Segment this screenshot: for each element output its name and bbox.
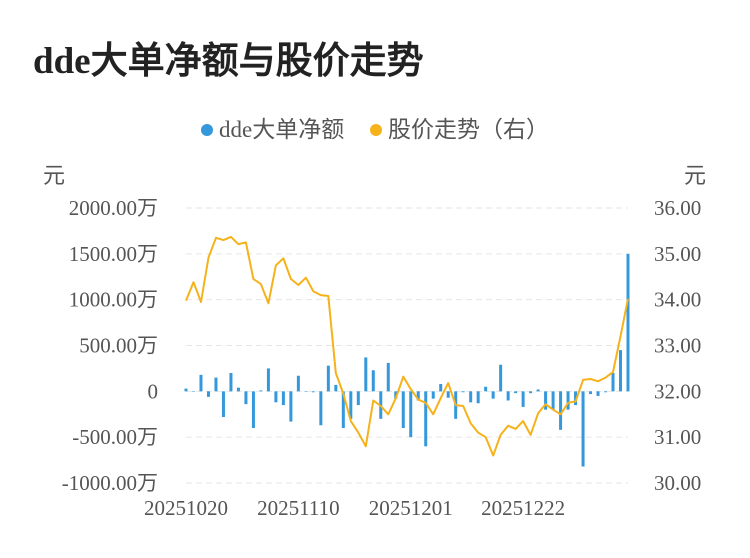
dde-bar	[289, 391, 293, 422]
dde-bar	[431, 391, 435, 399]
legend: dde大单净额 股价走势（右）	[0, 110, 750, 144]
price-line	[185, 235, 629, 457]
dde-bar	[476, 391, 480, 404]
dde-bar	[506, 391, 510, 401]
dde-bar	[274, 391, 278, 403]
dde-bar	[326, 365, 330, 392]
dde-bar	[229, 373, 233, 392]
dde-bar	[529, 391, 533, 394]
right-tick-label: 36.00	[654, 196, 701, 220]
left-tick-label: -1000.00万	[62, 471, 158, 495]
right-tick-label: 32.00	[654, 379, 701, 403]
dde-bar	[484, 386, 488, 392]
dde-bar	[619, 350, 623, 392]
dde-bar	[281, 391, 285, 406]
dde-bar	[551, 391, 555, 410]
dde-bar	[626, 253, 630, 392]
left-tick-label: 1000.00万	[69, 288, 158, 312]
dde-bars	[184, 253, 630, 467]
x-tick-label: 20251201	[369, 496, 453, 520]
dde-bar	[589, 391, 593, 395]
dde-bar	[409, 391, 413, 438]
legend-label-price: 股价走势（右）	[387, 117, 549, 142]
dde-bar	[491, 391, 495, 399]
left-tick-label: 2000.00万	[69, 196, 158, 220]
dde-bar	[266, 368, 270, 392]
dde-bar	[461, 391, 465, 393]
dde-bar	[544, 391, 548, 410]
dde-bar	[221, 391, 225, 417]
right-axis-ticks: 36.00 35.00 34.00 33.00 32.00 31.00 30.00	[654, 196, 701, 495]
dde-bar	[386, 362, 390, 392]
legend-item-dde[interactable]: dde大单净额	[201, 110, 344, 144]
dde-bar	[469, 391, 473, 403]
dde-bar	[214, 377, 218, 392]
dde-bar	[581, 391, 585, 467]
dde-bar	[394, 391, 398, 399]
dde-bar	[521, 391, 525, 407]
dde-bar	[574, 391, 578, 406]
dde-bar	[251, 391, 255, 428]
dde-bar	[499, 364, 503, 392]
price-line-group	[185, 235, 629, 457]
right-tick-label: 30.00	[654, 471, 701, 495]
dde-bar	[349, 391, 353, 419]
legend-dot-dde	[201, 123, 214, 136]
right-tick-label: 35.00	[654, 242, 701, 266]
dde-bar	[424, 391, 428, 447]
dde-bar	[236, 387, 240, 392]
dde-bar	[191, 391, 195, 392]
dde-bar	[199, 374, 203, 392]
x-tick-label: 20251222	[481, 496, 565, 520]
gridlines	[186, 207, 628, 484]
dde-bar	[371, 370, 375, 392]
legend-label-dde: dde大单净额	[219, 117, 345, 142]
dde-bar	[259, 390, 263, 392]
dde-bar	[596, 391, 600, 396]
dde-bar	[304, 391, 308, 392]
right-axis-unit: 元	[684, 163, 707, 188]
left-axis-unit: 元	[43, 163, 66, 188]
dde-bar	[296, 375, 300, 392]
x-tick-label: 20251110	[257, 496, 339, 520]
x-axis-ticks: 20251020 20251110 20251201 20251222	[144, 496, 565, 520]
x-tick-label: 20251020	[144, 496, 228, 520]
right-tick-label: 34.00	[654, 288, 701, 312]
dde-bar	[364, 357, 368, 392]
dde-bar	[416, 391, 420, 401]
legend-dot-price	[369, 123, 382, 136]
dde-bar	[244, 391, 248, 405]
dde-bar	[311, 391, 315, 393]
dde-bar	[334, 384, 338, 392]
dde-bar	[446, 391, 450, 398]
dde-bar	[439, 384, 443, 392]
dde-bar	[604, 391, 608, 393]
dde-bar	[566, 391, 570, 410]
dde-bar	[341, 391, 345, 428]
chart-title: dde大单净额与股价走势	[33, 41, 424, 82]
dde-bar	[206, 391, 210, 397]
dde-bar	[514, 391, 518, 394]
dde-bar	[559, 391, 563, 430]
left-tick-label: 0	[148, 379, 159, 403]
dde-bar	[184, 388, 188, 392]
dde-bar	[319, 391, 323, 426]
left-tick-label: -500.00万	[72, 425, 158, 449]
dde-bar	[536, 389, 540, 392]
dde-bar	[401, 391, 405, 428]
left-axis-ticks: 2000.00万 1500.00万 1000.00万 500.00万 0 -500.00万…	[62, 196, 158, 495]
left-tick-label: 500.00万	[79, 334, 158, 358]
left-tick-label: 1500.00万	[69, 242, 158, 266]
dde-bar	[356, 391, 360, 406]
right-tick-label: 33.00	[654, 334, 701, 358]
dde-bar	[611, 373, 615, 392]
legend-item-price[interactable]: 股价走势（右）	[369, 110, 549, 144]
right-tick-label: 31.00	[654, 425, 701, 449]
